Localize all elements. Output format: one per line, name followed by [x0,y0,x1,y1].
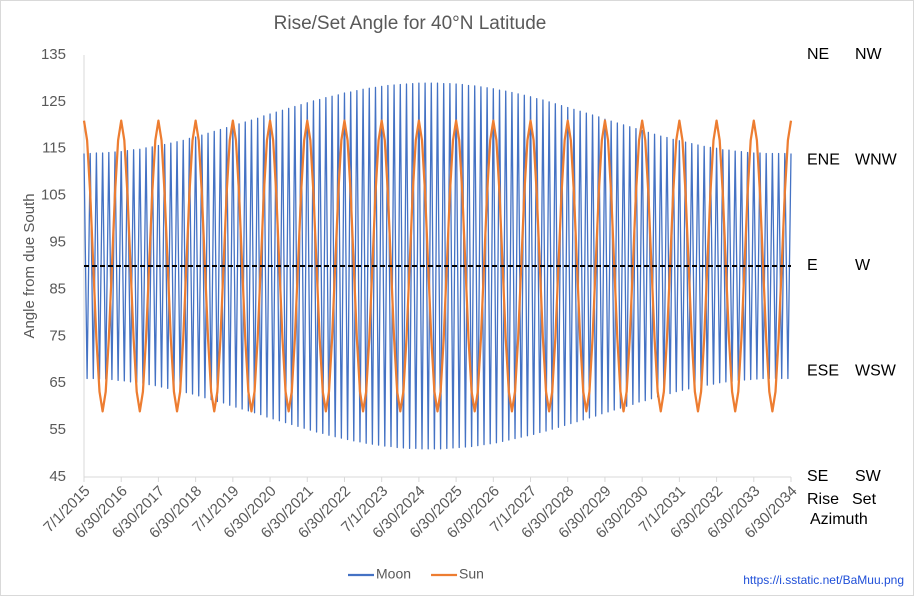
y-tick-label: 105 [41,187,66,204]
set-direction: W [855,257,871,274]
y-tick-label: 125 [41,93,66,110]
y-tick-label: 45 [49,468,66,485]
set-label: Set [852,491,877,508]
set-direction: SW [855,468,882,485]
y-tick-label: 65 [49,374,66,391]
rise-direction: ESE [807,363,839,380]
legend-label: Moon [376,566,411,582]
set-direction: NW [855,46,883,63]
series-line [82,119,793,413]
rise-direction: ENE [807,152,840,169]
rise-direction: SE [807,468,828,485]
legend-label: Sun [459,566,484,582]
rise-direction: E [807,257,818,274]
y-tick-label: 115 [42,140,66,157]
y-tick-label: 55 [49,421,66,438]
y-tick-label: 135 [41,46,66,63]
y-tick-label: 85 [49,280,66,297]
y-tick-label: 95 [49,234,66,251]
rise-label: Rise [807,491,839,508]
set-direction: WNW [855,152,898,169]
y-axis-title: Angle from due South [21,193,38,338]
rise-direction: NE [807,46,829,63]
chart-title: Rise/Set Angle for 40°N Latitude [274,13,547,34]
azimuth-label: Azimuth [810,511,868,528]
source-note: https://i.sstatic.net/BaMuu.png [743,573,904,587]
series-line [83,82,792,450]
y-tick-label: 75 [49,327,66,344]
set-direction: WSW [855,363,897,380]
